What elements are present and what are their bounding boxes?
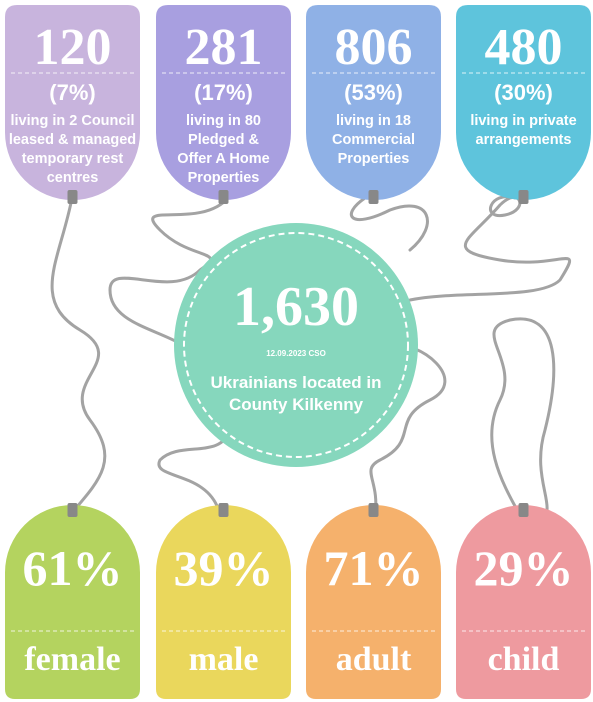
tag-text: Properties	[338, 151, 410, 167]
tag-label: child	[488, 641, 560, 678]
string	[492, 319, 554, 520]
tag-text: living in private	[470, 113, 576, 129]
pin	[369, 190, 379, 204]
pin	[519, 190, 529, 204]
pin	[369, 503, 379, 517]
pin	[219, 503, 229, 517]
center-circle	[174, 223, 418, 467]
tag-percent: (30%)	[494, 80, 553, 105]
infographic: 120 (7%) living in 2 Council leased & manag…	[0, 0, 593, 702]
string	[52, 198, 105, 515]
center-text: Ukrainians located in	[211, 373, 382, 392]
tag-text: leased & managed	[9, 132, 136, 148]
tag-text: Pledged &	[188, 132, 259, 148]
tag-text: living in 80	[186, 113, 261, 129]
tag-text: living in 18	[336, 113, 411, 129]
tag-value: 71%	[324, 540, 424, 596]
tag-value: 61%	[23, 540, 123, 596]
tag-percent: (17%)	[194, 80, 253, 105]
tag-text: Offer A Home	[177, 151, 269, 167]
center-source: 12.09.2023 CSO	[266, 349, 326, 358]
tag-text: Properties	[188, 170, 260, 186]
string	[410, 197, 570, 300]
pin	[519, 503, 529, 517]
tag-text: arrangements	[476, 132, 572, 148]
pin	[68, 503, 78, 517]
tag-number: 480	[485, 19, 563, 76]
pin	[219, 190, 229, 204]
tag-number: 281	[185, 19, 263, 76]
tag-label: male	[189, 641, 259, 678]
string	[159, 430, 230, 515]
center-number: 1,630	[233, 276, 359, 338]
center-text: County Kilkenny	[229, 395, 364, 414]
pin	[68, 190, 78, 204]
tag-label: female	[24, 641, 120, 678]
tag-number: 120	[34, 19, 112, 76]
tag-text: centres	[47, 170, 99, 186]
tag-number: 806	[335, 19, 413, 76]
tag-label: adult	[336, 641, 412, 678]
tag-percent: (53%)	[344, 80, 403, 105]
tag-text: temporary rest	[22, 151, 124, 167]
string	[351, 198, 427, 250]
tag-text: living in 2 Council	[10, 113, 134, 129]
tag-text: Commercial	[332, 132, 415, 148]
tag-percent: (7%)	[49, 80, 95, 105]
tag-value: 39%	[174, 540, 274, 596]
tag-value: 29%	[474, 540, 574, 596]
